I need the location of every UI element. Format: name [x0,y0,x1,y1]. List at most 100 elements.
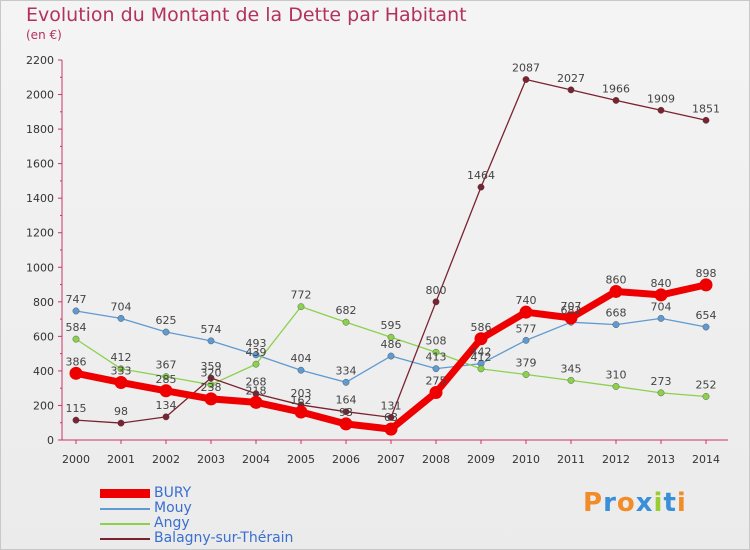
data-point-balagny-sur-th-rain [432,298,440,306]
data-label-bury: 386 [66,355,87,368]
y-tick-label: 1600 [26,158,54,171]
data-label-balagny-sur-th-rain: 134 [156,399,177,412]
y-tick-label: 2200 [26,54,54,67]
data-label-balagny-sur-th-rain: 164 [336,394,357,407]
data-point-balagny-sur-th-rain [702,116,710,124]
data-point-angy [432,348,440,356]
x-tick-label: 2005 [287,453,315,466]
data-label-bury: 285 [156,373,177,386]
y-tick-label: 200 [33,399,54,412]
data-label-angy: 508 [426,334,447,347]
data-label-mouy: 442 [471,346,492,359]
data-point-balagny-sur-th-rain [387,413,395,421]
data-label-angy: 595 [381,319,402,332]
data-label-mouy: 704 [111,300,132,313]
data-point-angy [162,373,170,381]
data-point-balagny-sur-th-rain [657,106,665,114]
data-label-angy: 412 [111,351,132,364]
data-label-balagny-sur-th-rain: 2027 [557,72,585,85]
data-point-mouy [657,314,665,322]
data-label-bury: 333 [111,364,132,377]
data-label-balagny-sur-th-rain: 1464 [467,169,495,182]
data-point-bury [474,332,488,346]
data-point-bury [249,395,263,409]
chart-subtitle: (en €) [26,28,62,42]
y-tick-label: 1200 [26,227,54,240]
data-point-angy [567,377,575,384]
x-tick-label: 2001 [107,453,135,466]
data-point-mouy [297,366,305,374]
data-label-mouy: 704 [651,300,672,313]
data-point-bury [294,405,308,419]
x-tick-label: 2008 [422,453,450,466]
data-label-angy: 320 [201,367,222,380]
legend-label: Mouy [154,500,192,516]
data-label-mouy: 668 [606,307,627,320]
data-label-mouy: 486 [381,338,402,351]
data-label-mouy: 625 [156,314,177,327]
data-label-angy: 584 [66,321,87,334]
data-point-mouy [702,323,710,331]
data-point-angy [477,365,485,373]
data-point-balagny-sur-th-rain [567,86,575,94]
data-label-angy: 412 [471,351,492,364]
y-tick-label: 1000 [26,261,54,274]
y-tick-label: 600 [33,330,54,343]
data-point-bury [339,417,353,431]
data-label-angy: 273 [651,375,672,388]
data-point-angy [657,389,665,397]
legend-swatch [100,508,150,510]
data-point-mouy [612,321,620,329]
data-point-mouy [207,337,215,345]
data-point-mouy [522,336,530,344]
data-point-balagny-sur-th-rain [162,413,170,421]
x-tick-label: 2010 [512,453,540,466]
data-point-balagny-sur-th-rain [522,76,530,83]
chart-title: Evolution du Montant de la Dette par Hab… [26,4,467,26]
data-point-angy [522,371,530,378]
data-label-mouy: 493 [246,337,267,350]
data-label-bury: 707 [561,300,582,313]
data-point-bury [519,305,533,319]
data-point-mouy [72,307,80,315]
x-tick-label: 2007 [377,453,405,466]
data-label-mouy: 747 [66,293,87,306]
logo-letter: o [616,488,636,518]
data-point-balagny-sur-th-rain [207,374,215,382]
y-tick-label: 0 [47,434,54,447]
data-point-bury [654,288,668,302]
y-tick-label: 400 [33,365,54,378]
data-point-bury [564,311,578,325]
data-label-mouy: 404 [291,352,312,365]
x-tick-label: 2002 [152,453,180,466]
data-point-bury [69,366,83,380]
data-label-balagny-sur-th-rain: 1966 [602,82,630,95]
data-point-balagny-sur-th-rain [117,419,125,427]
data-label-bury: 218 [246,384,267,397]
x-tick-label: 2000 [62,453,90,466]
data-label-angy: 682 [336,304,357,317]
x-tick-label: 2012 [602,453,630,466]
legend-label: Angy [154,515,190,531]
data-label-bury: 586 [471,321,492,334]
data-point-mouy [252,351,260,359]
logo-letter: i [676,488,687,518]
data-point-angy [252,360,260,368]
x-tick-label: 2004 [242,453,270,466]
data-point-angy [117,365,125,373]
data-point-balagny-sur-th-rain [477,183,485,191]
data-point-angy [612,383,620,390]
data-label-bury: 740 [516,294,537,307]
x-tick-label: 2011 [557,453,585,466]
logo-letter: i [653,488,664,518]
x-tick-label: 2009 [467,453,495,466]
data-label-mouy: 574 [201,323,222,336]
data-point-mouy [162,328,170,336]
data-label-balagny-sur-th-rain: 115 [66,402,87,415]
logo-letter: P [583,488,604,518]
data-label-bury: 860 [606,273,627,286]
data-label-balagny-sur-th-rain: 1851 [692,102,720,115]
data-point-mouy [387,352,395,360]
data-point-balagny-sur-th-rain [612,97,620,104]
